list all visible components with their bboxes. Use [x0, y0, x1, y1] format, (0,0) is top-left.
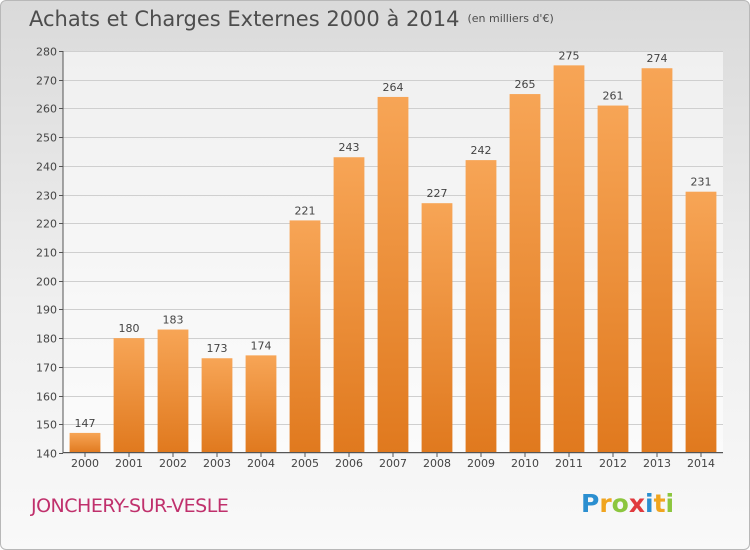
chart-title: Achats et Charges Externes 2000 à 2014 (e… [29, 7, 554, 31]
y-tick-label: 210 [36, 247, 57, 260]
y-tick-label: 170 [36, 362, 57, 375]
x-tick-label-2012: 2012 [599, 457, 627, 470]
value-label-2002: 183 [163, 314, 184, 327]
value-label-2003: 173 [207, 342, 228, 355]
y-tick-label: 160 [36, 391, 57, 404]
x-tick-label-2013: 2013 [643, 457, 671, 470]
logo-letter: o [611, 489, 629, 518]
value-label-2014: 231 [691, 176, 712, 189]
title-text: Achats et Charges Externes 2000 à 2014 [29, 7, 460, 31]
y-tick-label: 270 [36, 75, 57, 88]
y-tick-label: 200 [36, 276, 57, 289]
y-tick-label: 260 [36, 103, 57, 116]
logo-letter: x [628, 489, 645, 518]
bar-2002 [157, 329, 189, 453]
chart-subtitle: (en milliers d'€) [467, 12, 554, 25]
value-label-2005: 221 [295, 204, 316, 217]
value-label-2011: 275 [559, 49, 580, 62]
bars [69, 65, 717, 454]
logo-letter: i [665, 489, 675, 518]
x-tick-label-2009: 2009 [467, 457, 495, 470]
x-axis-ticks: 2000 2001 2002 2003 2004 2005 2006 2007 2008 2009… [71, 453, 715, 470]
y-tick-label: 280 [36, 46, 57, 59]
logo-letter: t [653, 489, 666, 518]
value-label-2009: 242 [471, 144, 492, 157]
y-tick-label: 150 [36, 419, 57, 432]
x-tick-label-2006: 2006 [335, 457, 363, 470]
bar-2009 [465, 160, 497, 453]
bar-2004 [245, 355, 277, 453]
x-tick-label-2001: 2001 [115, 457, 143, 470]
value-label-2004: 174 [251, 339, 272, 352]
bar-2012 [597, 105, 629, 454]
value-labels: 147 180 183 173 174 221 243 264 227 242 265 275 261 2… [75, 49, 712, 430]
commune-name: JONCHERY-SUR-VESLE [31, 495, 229, 517]
x-tick-label-2000: 2000 [71, 457, 99, 470]
y-tick-label: 220 [36, 218, 57, 231]
value-label-2000: 147 [75, 417, 96, 430]
y-tick-label: 180 [36, 333, 57, 346]
value-label-2006: 243 [339, 141, 360, 154]
proxiti-logo[interactable]: Proxiti [581, 489, 674, 518]
y-tick-label: 240 [36, 161, 57, 174]
bar-2005 [289, 220, 321, 453]
y-tick-label: 140 [36, 448, 57, 461]
bar-2014 [685, 191, 717, 453]
x-tick-label-2002: 2002 [159, 457, 187, 470]
y-tick-label: 190 [36, 304, 57, 317]
x-tick-label-2003: 2003 [203, 457, 231, 470]
logo-letter: i [645, 489, 654, 518]
logo-letter: r [599, 489, 612, 518]
bar-2011 [553, 65, 585, 453]
logo-letter: P [581, 489, 600, 518]
bar-2001 [113, 338, 145, 453]
bar-2007 [377, 96, 409, 453]
x-tick-label-2004: 2004 [247, 457, 275, 470]
value-label-2010: 265 [515, 78, 536, 91]
value-label-2012: 261 [603, 90, 624, 103]
bar-2010 [509, 94, 541, 454]
y-tick-label: 250 [36, 132, 57, 145]
x-tick-label-2010: 2010 [511, 457, 539, 470]
value-label-2001: 180 [119, 322, 140, 335]
x-tick-label-2007: 2007 [379, 457, 407, 470]
bar-2003 [201, 358, 233, 453]
x-tick-label-2008: 2008 [423, 457, 451, 470]
bar-2013 [641, 68, 673, 453]
y-tick-label: 230 [36, 190, 57, 203]
bar-2006 [333, 157, 365, 453]
bar-2000 [69, 432, 101, 453]
x-tick-label-2005: 2005 [291, 457, 319, 470]
x-tick-label-2011: 2011 [555, 457, 583, 470]
x-tick-label-2014: 2014 [687, 457, 715, 470]
value-label-2008: 227 [427, 187, 448, 200]
bar-2008 [421, 203, 453, 453]
y-axis-ticks: 140 150 160 170 180 190 200 210 220 230 240 250 260 2… [36, 46, 63, 461]
value-label-2013: 274 [647, 52, 668, 65]
value-label-2007: 264 [383, 81, 404, 94]
